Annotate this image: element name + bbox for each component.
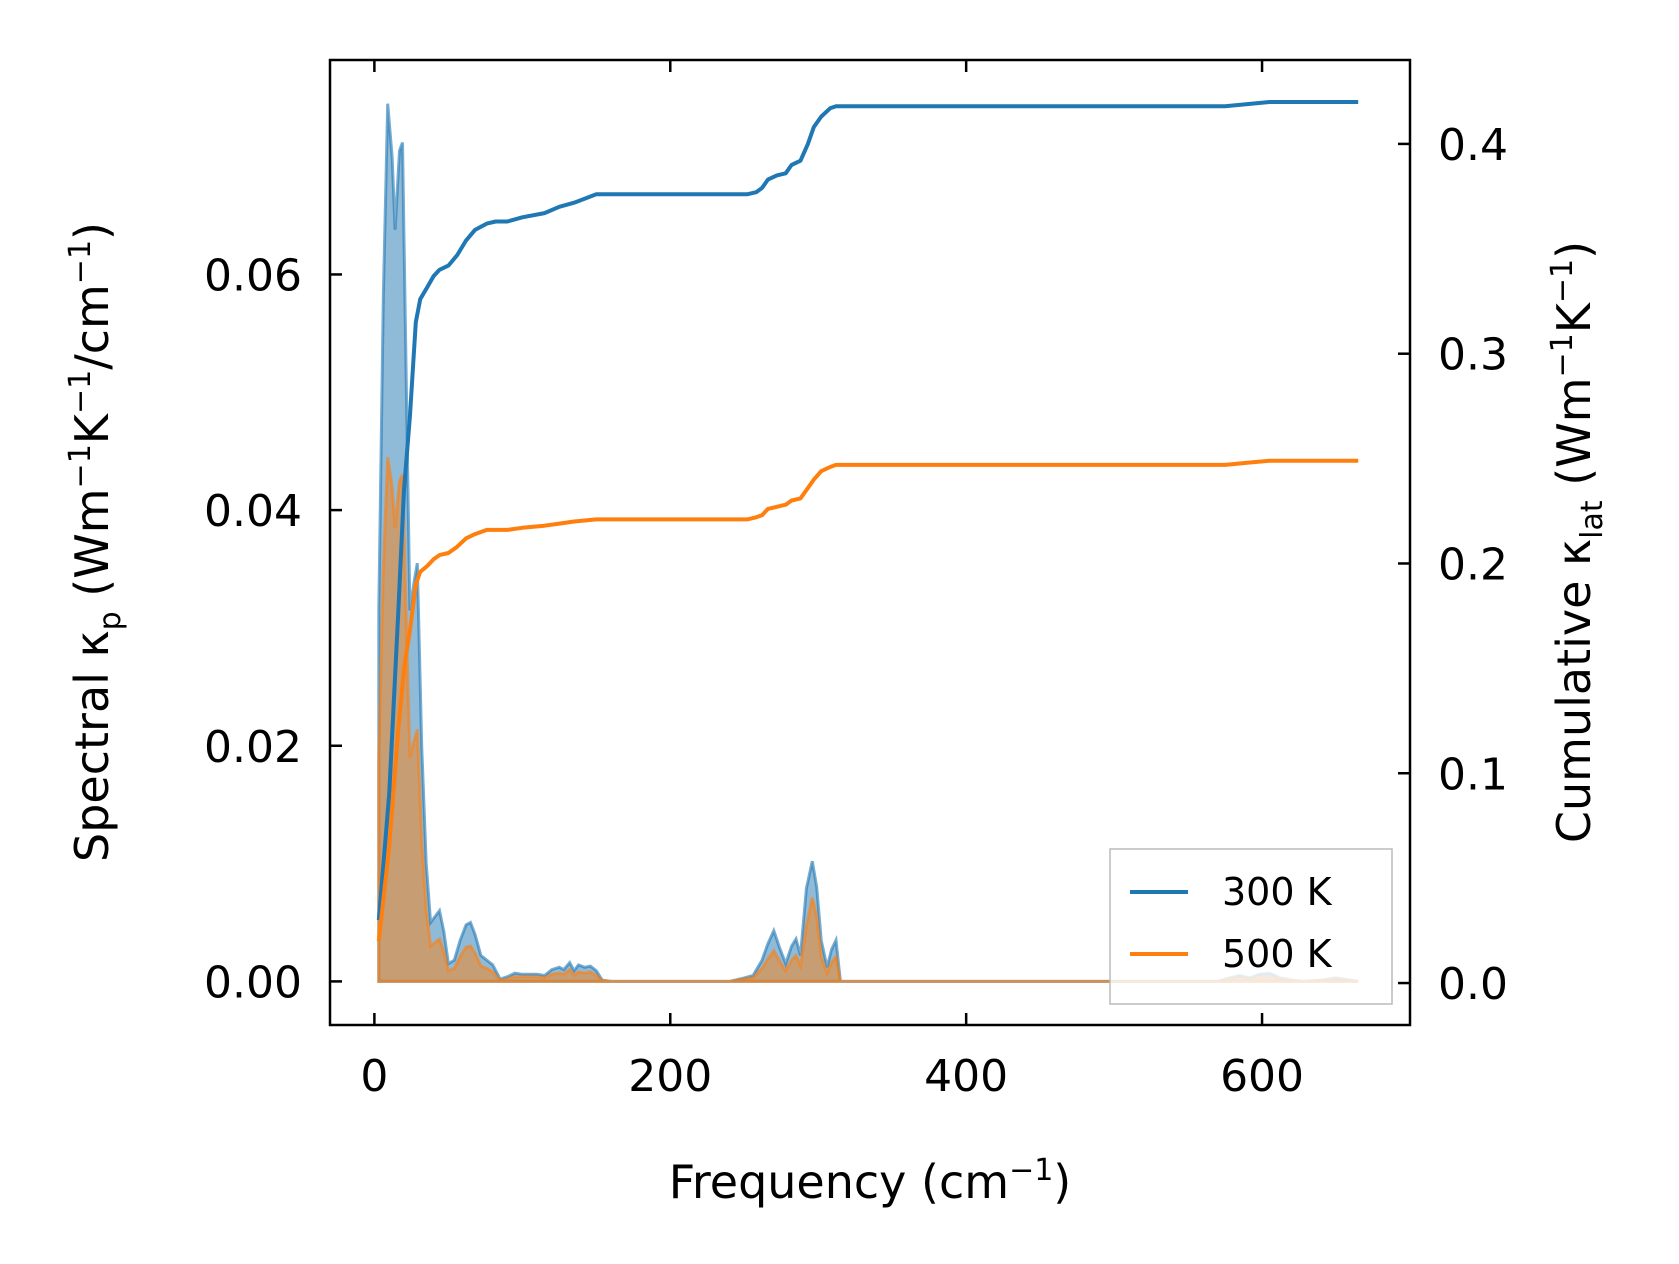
y-left-title-p5: )	[65, 222, 119, 240]
x-axis-title: Frequency (cm−1)	[669, 1153, 1072, 1209]
y-right-tick-label: 0.2	[1438, 539, 1508, 590]
cumulative-line-300k	[376, 100, 1359, 921]
y-left-title-sup3: −1	[63, 240, 98, 284]
plot-frame	[328, 58, 1412, 1027]
y-right-title-sup1: −1	[1545, 333, 1580, 377]
y-left-title-p3: K	[65, 412, 119, 444]
y-left-title-sub1: p	[93, 611, 128, 630]
y-right-title-p1: Cumulative κ	[1547, 539, 1601, 843]
y-left-tick-label: 0.04	[204, 486, 302, 537]
y-left-title-p1: Spectral κ	[65, 630, 119, 862]
y-right-tick-label: 0.3	[1438, 330, 1508, 381]
x-axis-title-text: Frequency (cm	[669, 1155, 1009, 1209]
y-left-title-p2: (Wm	[65, 488, 119, 611]
y-right-title-sup2: −1	[1545, 259, 1580, 303]
y-right-tick-label: 0.0	[1438, 959, 1508, 1010]
legend-label-300k: 300 K	[1222, 870, 1333, 914]
x-axis-title-tail: )	[1053, 1155, 1071, 1209]
x-tick-label: 400	[924, 1051, 1008, 1102]
axis-ticks	[330, 60, 1410, 1025]
y-left-axis-title: Spectral κp (Wm−1K−1/cm−1)	[63, 222, 128, 862]
x-axis-title-sup: −1	[1009, 1153, 1053, 1188]
legend-label-500k: 500 K	[1222, 932, 1333, 976]
y-left-tick-label: 0.02	[204, 722, 302, 773]
axis-tick-labels: 0 200 400 600 0.00 0.02 0.04 0.06 0.0 0.1 0.2 0.3 0.…	[204, 120, 1508, 1102]
series-lines	[376, 100, 1359, 942]
y-right-tick-label: 0.4	[1438, 120, 1508, 171]
y-right-title-p3: K	[1547, 301, 1601, 333]
y-right-axis-title: Cumulative κlat (Wm−1K−1)	[1545, 241, 1610, 843]
x-tick-label: 0	[360, 1051, 388, 1102]
y-right-tick-label: 0.1	[1438, 749, 1508, 800]
y-left-tick-label: 0.00	[204, 957, 302, 1008]
y-right-title-sub1: lat	[1575, 500, 1610, 539]
y-left-title-sup1: −1	[63, 444, 98, 488]
cumulative-line-500k	[376, 458, 1359, 942]
legend: 300 K 500 K	[1109, 848, 1393, 1005]
x-tick-label: 600	[1220, 1051, 1304, 1102]
y-right-title-p2: (Wm	[1547, 377, 1601, 500]
y-left-tick-label: 0.06	[204, 250, 302, 301]
y-right-title-p4: )	[1547, 241, 1601, 259]
y-left-title-p4: /cm	[65, 284, 119, 370]
legend-box	[1109, 848, 1393, 1005]
y-left-title-sup2: −1	[63, 370, 98, 414]
x-tick-label: 200	[628, 1051, 712, 1102]
